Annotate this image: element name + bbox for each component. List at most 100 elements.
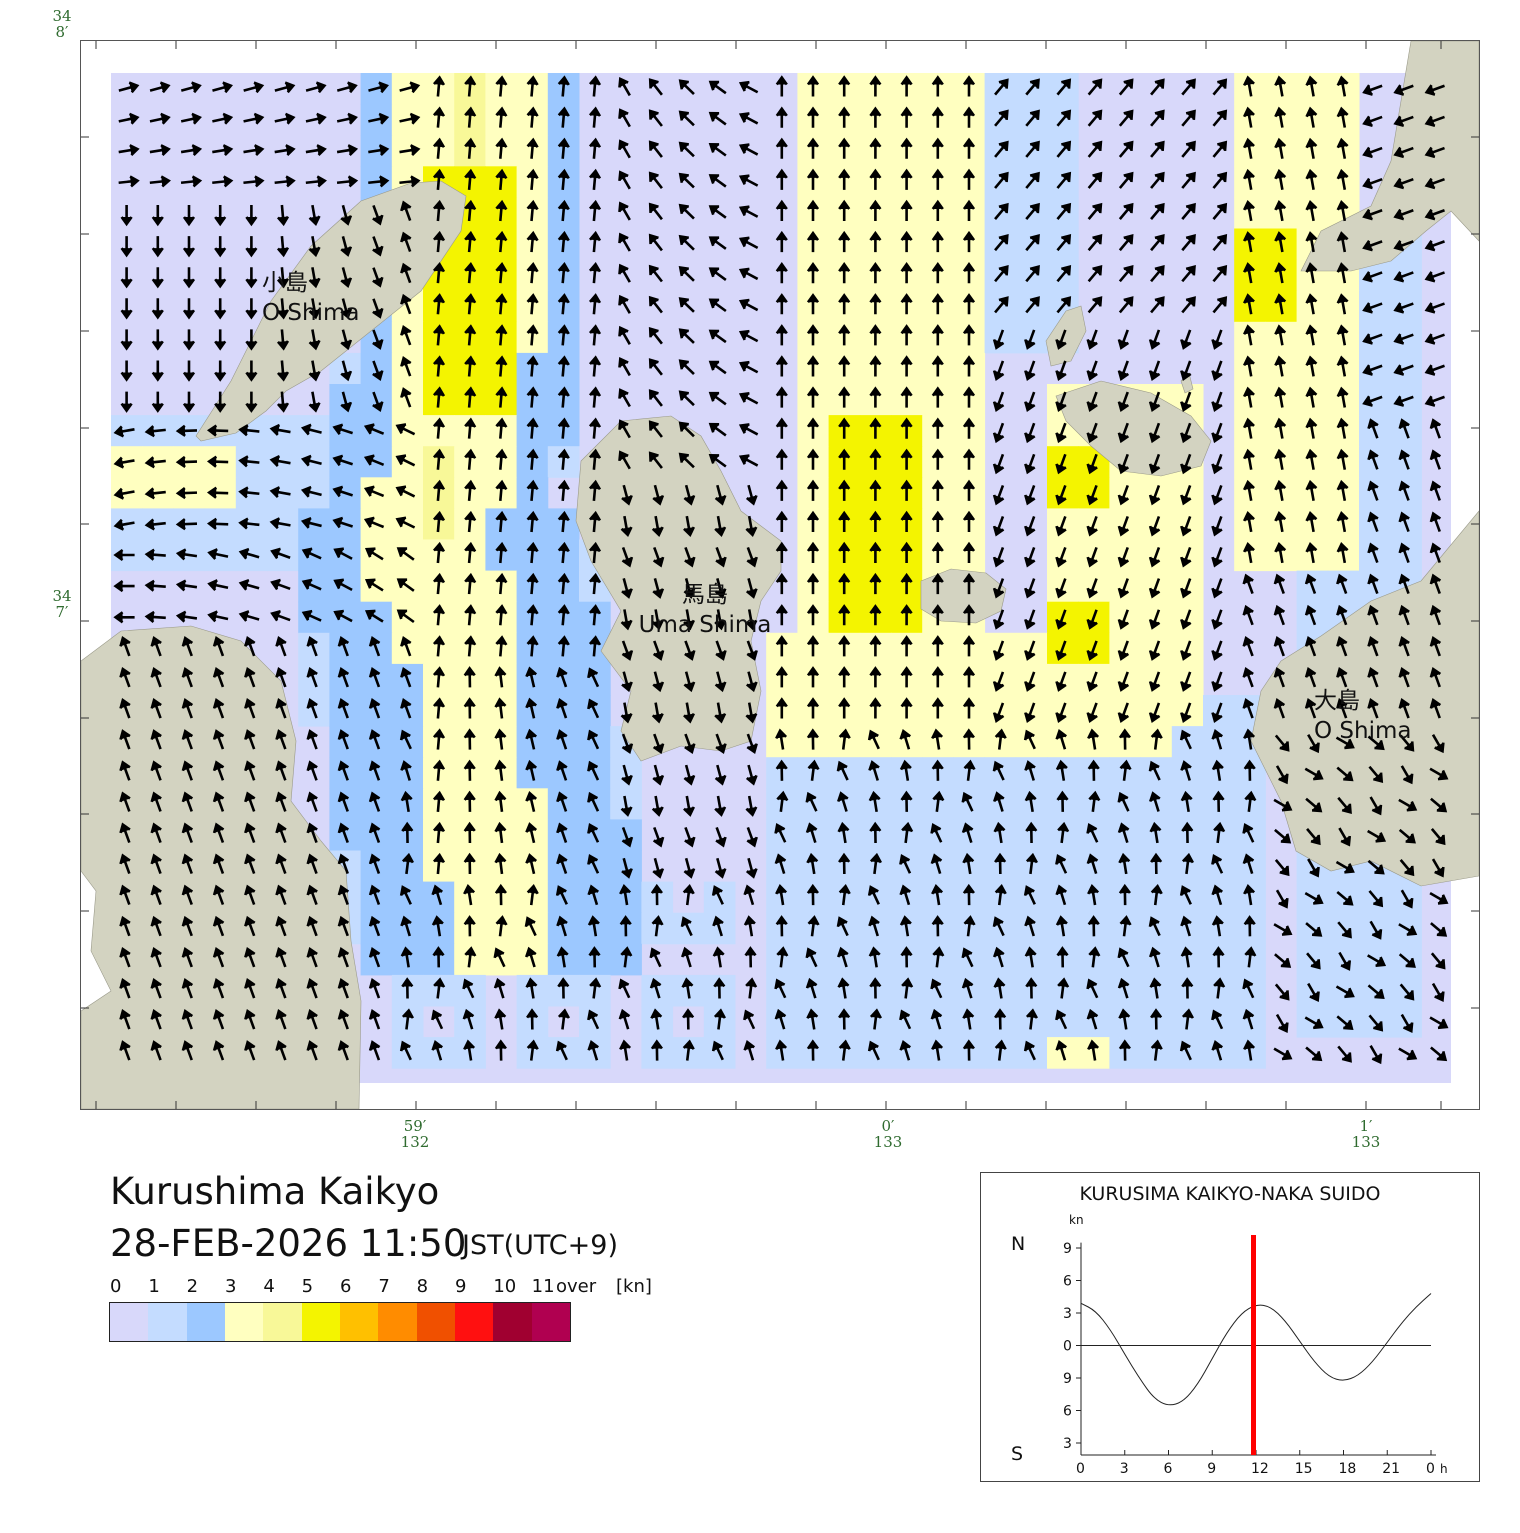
current-arrow: [1055, 1009, 1068, 1030]
current-arrow: [399, 81, 421, 94]
current-arrow: [775, 510, 788, 532]
current-arrow: [368, 144, 390, 157]
current-arrow: [1087, 265, 1103, 283]
y-tick-label: 6: [1063, 1404, 1072, 1420]
current-arrow: [1211, 640, 1223, 661]
current-arrow: [931, 355, 944, 377]
current-arrow: [806, 697, 820, 719]
current-arrow: [708, 391, 727, 406]
current-arrow: [1335, 985, 1355, 999]
current-arrow: [525, 977, 538, 999]
current-arrow: [900, 261, 913, 284]
current-arrow: [151, 391, 164, 413]
current-arrow: [900, 417, 913, 439]
current-arrow: [1305, 417, 1318, 439]
current-arrow: [431, 915, 444, 937]
current-arrow: [368, 946, 381, 968]
current-arrow: [1336, 1015, 1354, 1031]
current-arrow: [401, 977, 414, 999]
current-arrow: [588, 541, 602, 564]
current-arrow: [464, 417, 477, 439]
current-arrow: [557, 604, 570, 626]
current-arrow: [1336, 510, 1349, 533]
current-arrow: [306, 760, 318, 781]
current-arrow: [1118, 202, 1134, 220]
current-arrow: [308, 360, 321, 382]
current-arrow: [1212, 78, 1228, 96]
current-arrow: [1025, 821, 1038, 844]
current-arrow: [275, 946, 287, 968]
current-arrow: [738, 298, 759, 312]
current-arrow: [337, 760, 350, 781]
current-arrow: [869, 355, 882, 377]
current-arrow: [1086, 578, 1098, 599]
current-arrow: [1211, 609, 1223, 630]
current-arrow: [399, 175, 421, 188]
current-arrow: [678, 359, 695, 375]
current-arrow: [270, 609, 291, 622]
current-arrow: [1024, 453, 1036, 475]
current-arrow: [1337, 1045, 1352, 1063]
current-arrow: [1336, 890, 1354, 906]
current-arrow: [557, 324, 570, 346]
current-arrow: [245, 205, 258, 227]
current-arrow: [150, 822, 162, 843]
current-arrow: [495, 168, 508, 190]
current-arrow: [806, 1008, 819, 1030]
current-arrow: [1086, 823, 1099, 843]
current-arrow: [306, 635, 318, 657]
current-arrow: [306, 1009, 318, 1030]
current-arrow: [1086, 453, 1098, 475]
current-arrow: [463, 728, 476, 750]
current-arrow: [869, 106, 882, 128]
current-arrow: [837, 946, 849, 968]
current-arrow: [1362, 364, 1383, 376]
current-arrow: [275, 915, 287, 937]
current-arrow: [992, 916, 1005, 937]
current-arrow: [962, 1008, 975, 1030]
current-arrow: [276, 360, 290, 382]
current-arrow: [337, 884, 350, 906]
current-map: [80, 40, 1480, 1110]
current-arrow: [1150, 296, 1165, 314]
current-arrow: [1273, 798, 1293, 812]
current-arrow: [618, 450, 631, 470]
current-arrow: [1336, 137, 1349, 159]
current-arrow: [276, 391, 290, 413]
current-arrow: [1336, 324, 1349, 346]
current-arrow: [175, 455, 198, 469]
current-arrow: [588, 293, 602, 315]
current-arrow: [1275, 1013, 1289, 1033]
current-arrow: [1398, 635, 1410, 657]
current-arrow: [994, 1039, 1007, 1061]
current-arrow: [1429, 635, 1442, 657]
current-arrow: [275, 853, 287, 874]
current-arrow: [214, 267, 227, 289]
current-arrow: [678, 328, 695, 344]
current-arrow: [1149, 821, 1162, 844]
current-arrow: [401, 852, 414, 875]
current-arrow: [1243, 759, 1256, 781]
current-arrow: [620, 702, 633, 724]
current-arrow: [708, 111, 727, 126]
current-arrow: [775, 884, 788, 906]
current-arrow: [1118, 140, 1134, 158]
current-arrow: [526, 635, 539, 657]
current-arrow: [144, 456, 166, 469]
current-arrow: [245, 329, 258, 351]
current-arrow: [620, 609, 633, 631]
current-arrow: [899, 728, 912, 750]
current-arrow: [464, 106, 477, 128]
current-arrow: [1055, 484, 1067, 506]
current-arrow: [306, 666, 318, 688]
current-arrow: [526, 324, 539, 346]
current-arrow: [587, 1039, 600, 1061]
current-arrow: [368, 791, 381, 812]
current-arrow: [151, 329, 164, 351]
current-arrow: [869, 261, 882, 284]
current-arrow: [1424, 333, 1445, 345]
current-arrow: [120, 267, 133, 289]
current-arrow: [1055, 578, 1067, 599]
current-arrow: [463, 759, 476, 781]
current-arrow: [464, 199, 477, 222]
